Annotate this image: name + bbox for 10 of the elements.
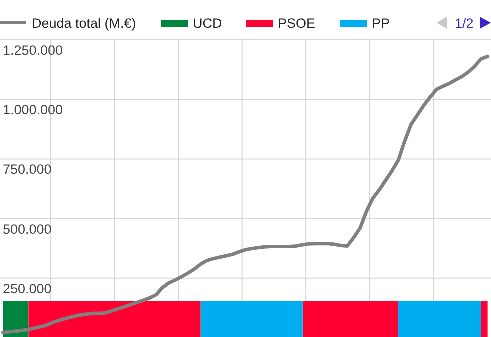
legend-label: PSOE bbox=[278, 16, 316, 31]
legend-label: Deuda total (M.€) bbox=[32, 16, 136, 31]
legend-label: UCD bbox=[193, 16, 222, 31]
legend-label: PP bbox=[372, 16, 390, 31]
text: 1/2 bbox=[455, 16, 474, 31]
y-tick-label: 750.000 bbox=[3, 162, 52, 178]
y-tick-label: 1.250.000 bbox=[3, 43, 64, 58]
y-tick-label: 1.000.000 bbox=[3, 102, 64, 118]
y-tick-label: 250.000 bbox=[3, 281, 52, 296]
y-tick-label: 500.000 bbox=[3, 222, 52, 237]
